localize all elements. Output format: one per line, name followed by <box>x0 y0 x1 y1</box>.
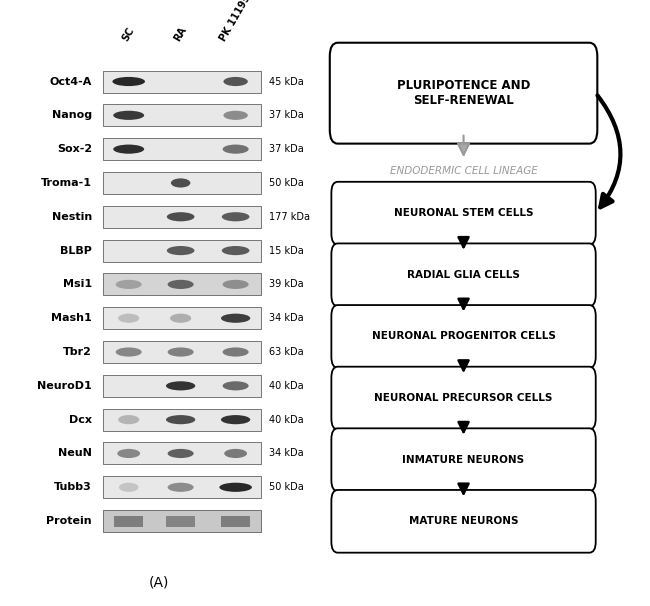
Ellipse shape <box>168 280 194 289</box>
Ellipse shape <box>222 145 249 154</box>
Ellipse shape <box>222 280 249 289</box>
Ellipse shape <box>222 347 249 356</box>
Ellipse shape <box>167 246 194 255</box>
Text: Msi1: Msi1 <box>63 279 92 290</box>
Ellipse shape <box>224 449 247 458</box>
Text: 39 kDa: 39 kDa <box>269 279 304 290</box>
Text: RADIAL GLIA CELLS: RADIAL GLIA CELLS <box>407 270 520 280</box>
Text: 50 kDa: 50 kDa <box>269 482 304 492</box>
Text: 177 kDa: 177 kDa <box>269 211 310 222</box>
Text: NEURONAL PROGENITOR CELLS: NEURONAL PROGENITOR CELLS <box>372 331 556 341</box>
Ellipse shape <box>116 280 142 289</box>
Text: PK 11195: PK 11195 <box>218 0 253 44</box>
Ellipse shape <box>224 111 248 120</box>
Text: 34 kDa: 34 kDa <box>269 313 304 323</box>
Text: Sox-2: Sox-2 <box>57 144 92 154</box>
Ellipse shape <box>113 145 144 154</box>
Ellipse shape <box>168 347 194 356</box>
Ellipse shape <box>224 77 248 86</box>
Ellipse shape <box>219 483 252 492</box>
Text: 15 kDa: 15 kDa <box>269 245 304 256</box>
FancyBboxPatch shape <box>103 206 261 228</box>
FancyBboxPatch shape <box>103 341 261 363</box>
Ellipse shape <box>168 483 194 492</box>
Text: 63 kDa: 63 kDa <box>269 347 304 357</box>
Ellipse shape <box>118 415 139 424</box>
FancyBboxPatch shape <box>332 428 595 491</box>
Ellipse shape <box>113 111 144 120</box>
Ellipse shape <box>118 314 139 323</box>
Ellipse shape <box>117 449 140 458</box>
Text: NeuN: NeuN <box>58 448 92 459</box>
Text: SC: SC <box>121 26 136 44</box>
Ellipse shape <box>167 212 194 221</box>
Text: Nanog: Nanog <box>52 110 92 121</box>
Text: Protein: Protein <box>46 516 92 526</box>
Text: 40 kDa: 40 kDa <box>269 381 304 391</box>
Ellipse shape <box>166 381 195 390</box>
Text: Nestin: Nestin <box>52 211 92 222</box>
Ellipse shape <box>116 347 142 356</box>
Ellipse shape <box>170 314 191 323</box>
FancyBboxPatch shape <box>103 273 261 295</box>
Text: 37 kDa: 37 kDa <box>269 144 304 154</box>
Text: 50 kDa: 50 kDa <box>269 178 304 188</box>
FancyBboxPatch shape <box>166 516 195 527</box>
FancyBboxPatch shape <box>332 367 595 430</box>
Text: Tubb3: Tubb3 <box>55 482 92 492</box>
FancyBboxPatch shape <box>330 43 597 144</box>
Text: BLBP: BLBP <box>60 245 92 256</box>
FancyBboxPatch shape <box>103 510 261 532</box>
FancyBboxPatch shape <box>221 516 250 527</box>
Ellipse shape <box>171 178 190 187</box>
Ellipse shape <box>222 212 250 221</box>
FancyBboxPatch shape <box>103 138 261 160</box>
FancyBboxPatch shape <box>103 307 261 329</box>
Text: 40 kDa: 40 kDa <box>269 415 304 425</box>
FancyBboxPatch shape <box>103 172 261 194</box>
Text: NEURONAL STEM CELLS: NEURONAL STEM CELLS <box>394 208 533 218</box>
FancyBboxPatch shape <box>103 442 261 464</box>
FancyBboxPatch shape <box>103 70 261 93</box>
FancyBboxPatch shape <box>103 239 261 262</box>
Ellipse shape <box>119 483 138 492</box>
FancyBboxPatch shape <box>103 476 261 498</box>
Text: ENDODERMIC CELL LINEAGE: ENDODERMIC CELL LINEAGE <box>389 166 538 176</box>
Ellipse shape <box>222 246 250 255</box>
Ellipse shape <box>222 381 249 390</box>
Text: NeuroD1: NeuroD1 <box>37 381 92 391</box>
Text: PLURIPOTENCE AND
SELF-RENEWAL: PLURIPOTENCE AND SELF-RENEWAL <box>397 79 530 107</box>
FancyBboxPatch shape <box>332 305 595 368</box>
Text: 34 kDa: 34 kDa <box>269 448 304 459</box>
Text: Dcx: Dcx <box>69 415 92 425</box>
FancyBboxPatch shape <box>332 182 595 244</box>
Text: NEURONAL PRECURSOR CELLS: NEURONAL PRECURSOR CELLS <box>374 393 552 403</box>
Text: INMATURE NEURONS: INMATURE NEURONS <box>402 454 525 465</box>
Ellipse shape <box>221 415 250 424</box>
Text: Tbr2: Tbr2 <box>63 347 92 357</box>
Text: (A): (A) <box>149 575 170 589</box>
FancyBboxPatch shape <box>103 104 261 126</box>
Text: MATURE NEURONS: MATURE NEURONS <box>409 516 518 527</box>
Ellipse shape <box>166 415 195 424</box>
Text: 37 kDa: 37 kDa <box>269 110 304 121</box>
Text: Mash1: Mash1 <box>51 313 92 323</box>
Text: RA: RA <box>172 25 188 44</box>
FancyBboxPatch shape <box>114 516 144 527</box>
FancyBboxPatch shape <box>332 244 595 306</box>
Text: Oct4-A: Oct4-A <box>49 76 92 87</box>
Ellipse shape <box>168 449 194 458</box>
Text: Troma-1: Troma-1 <box>41 178 92 188</box>
FancyBboxPatch shape <box>332 490 595 553</box>
Ellipse shape <box>112 77 145 86</box>
Ellipse shape <box>221 314 250 323</box>
FancyBboxPatch shape <box>103 408 261 431</box>
Text: 45 kDa: 45 kDa <box>269 76 304 87</box>
FancyBboxPatch shape <box>103 375 261 397</box>
